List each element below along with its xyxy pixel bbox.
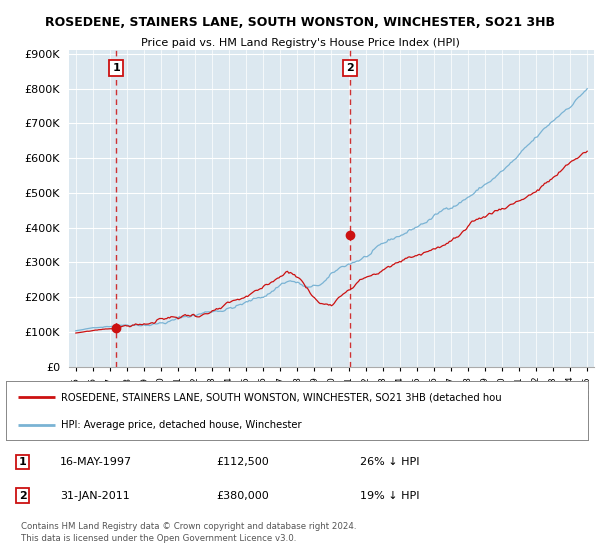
Text: Price paid vs. HM Land Registry's House Price Index (HPI): Price paid vs. HM Land Registry's House … bbox=[140, 38, 460, 48]
Text: ROSEDENE, STAINERS LANE, SOUTH WONSTON, WINCHESTER, SO21 3HB (detached hou: ROSEDENE, STAINERS LANE, SOUTH WONSTON, … bbox=[61, 392, 502, 402]
Text: 1: 1 bbox=[19, 457, 26, 467]
Text: 16-MAY-1997: 16-MAY-1997 bbox=[60, 457, 132, 467]
Text: 2: 2 bbox=[19, 491, 26, 501]
Text: 19% ↓ HPI: 19% ↓ HPI bbox=[360, 491, 419, 501]
Text: 31-JAN-2011: 31-JAN-2011 bbox=[60, 491, 130, 501]
Text: £380,000: £380,000 bbox=[216, 491, 269, 501]
Text: This data is licensed under the Open Government Licence v3.0.: This data is licensed under the Open Gov… bbox=[21, 534, 296, 543]
Text: 2: 2 bbox=[346, 63, 354, 73]
Text: 1: 1 bbox=[112, 63, 120, 73]
Text: ROSEDENE, STAINERS LANE, SOUTH WONSTON, WINCHESTER, SO21 3HB: ROSEDENE, STAINERS LANE, SOUTH WONSTON, … bbox=[45, 16, 555, 29]
Text: 26% ↓ HPI: 26% ↓ HPI bbox=[360, 457, 419, 467]
Text: £112,500: £112,500 bbox=[216, 457, 269, 467]
Text: Contains HM Land Registry data © Crown copyright and database right 2024.: Contains HM Land Registry data © Crown c… bbox=[21, 522, 356, 531]
Text: HPI: Average price, detached house, Winchester: HPI: Average price, detached house, Winc… bbox=[61, 420, 302, 430]
